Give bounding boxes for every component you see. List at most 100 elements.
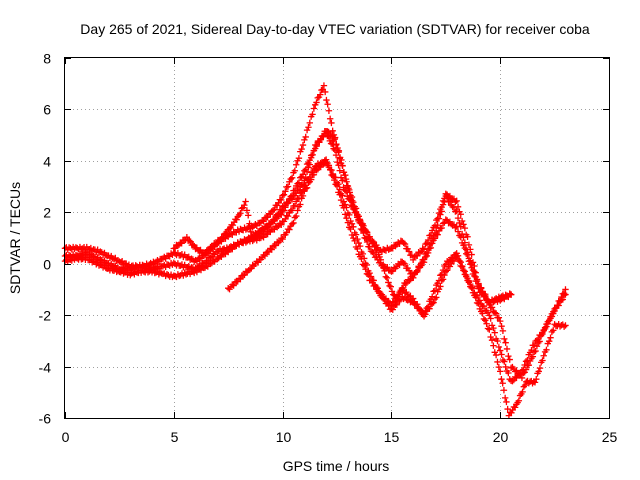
data-point bbox=[430, 232, 437, 239]
data-point bbox=[439, 220, 447, 227]
data-point bbox=[460, 234, 467, 241]
data-point bbox=[380, 264, 387, 272]
data-point bbox=[483, 295, 490, 303]
data-point bbox=[307, 176, 315, 183]
y-tick-label: -2 bbox=[39, 308, 52, 324]
series-track-e bbox=[170, 129, 515, 306]
data-point bbox=[356, 216, 363, 223]
data-point bbox=[306, 119, 313, 127]
data-point bbox=[371, 282, 379, 289]
x-tick-label: 20 bbox=[493, 429, 509, 445]
data-point bbox=[271, 216, 278, 224]
data-point bbox=[360, 222, 367, 230]
data-point bbox=[290, 219, 297, 227]
data-point bbox=[438, 277, 445, 284]
y-tick-label: 0 bbox=[43, 257, 51, 273]
data-point bbox=[273, 223, 281, 231]
data-point bbox=[467, 280, 474, 288]
data-point bbox=[279, 192, 286, 199]
data-point bbox=[465, 241, 473, 249]
data-point bbox=[495, 343, 503, 351]
data-point bbox=[416, 249, 424, 256]
x-tick-label: 25 bbox=[602, 429, 618, 445]
data-point bbox=[531, 379, 539, 386]
data-point bbox=[183, 233, 191, 241]
y-tick-labels: -6 -4 -2 0 2 4 6 8 bbox=[39, 51, 52, 427]
data-point bbox=[278, 196, 285, 204]
data-point bbox=[309, 111, 316, 118]
data-point bbox=[497, 368, 504, 375]
data-point bbox=[260, 218, 267, 225]
data-point bbox=[382, 295, 390, 302]
data-point bbox=[477, 284, 485, 291]
data-point bbox=[233, 216, 240, 223]
data-point bbox=[524, 356, 531, 364]
data-point bbox=[302, 174, 309, 182]
data-point bbox=[464, 233, 471, 240]
data-point bbox=[373, 246, 381, 254]
data-point bbox=[351, 237, 358, 245]
y-axis-label: SDTVAR / TECUs bbox=[7, 182, 23, 294]
data-point bbox=[317, 91, 324, 98]
data-point bbox=[424, 236, 432, 244]
data-point bbox=[547, 334, 554, 341]
data-point bbox=[468, 261, 475, 268]
data-point bbox=[307, 154, 315, 161]
data-point bbox=[241, 201, 248, 209]
data-point bbox=[422, 250, 429, 258]
data-point bbox=[302, 133, 309, 141]
data-point bbox=[439, 276, 447, 283]
data-point bbox=[501, 335, 508, 343]
data-point bbox=[509, 377, 516, 385]
data-point bbox=[288, 196, 296, 203]
data-point bbox=[310, 105, 318, 112]
data-point bbox=[247, 228, 255, 235]
data-point bbox=[517, 371, 524, 378]
data-point bbox=[535, 335, 542, 343]
data-point bbox=[533, 337, 541, 344]
data-point bbox=[491, 309, 498, 316]
data-point bbox=[502, 339, 509, 346]
data-point bbox=[275, 239, 282, 246]
data-point bbox=[396, 291, 403, 298]
data-point bbox=[352, 209, 360, 216]
data-point bbox=[497, 317, 504, 325]
data-point bbox=[469, 284, 477, 292]
data-point bbox=[403, 288, 410, 296]
data-point bbox=[331, 146, 339, 154]
data-point bbox=[313, 167, 320, 174]
data-point bbox=[419, 245, 426, 252]
data-point bbox=[482, 291, 489, 298]
data-point bbox=[518, 367, 526, 374]
axis-ticks bbox=[65, 58, 610, 419]
data-point bbox=[458, 263, 466, 270]
data-point bbox=[297, 201, 304, 208]
data-point bbox=[264, 224, 271, 231]
data-point bbox=[245, 212, 252, 219]
data-point bbox=[207, 260, 214, 268]
data-point bbox=[406, 277, 413, 284]
data-point bbox=[487, 315, 494, 322]
data-point bbox=[334, 158, 341, 166]
data-point bbox=[321, 88, 329, 96]
data-point bbox=[486, 326, 493, 333]
data-point bbox=[322, 129, 330, 137]
data-point bbox=[361, 234, 368, 241]
data-point bbox=[458, 230, 466, 238]
data-point bbox=[418, 307, 425, 314]
data-point bbox=[331, 176, 338, 184]
data-point bbox=[280, 191, 288, 198]
data-point bbox=[288, 174, 296, 181]
data-point bbox=[341, 186, 348, 194]
data-point bbox=[560, 323, 568, 330]
data-point bbox=[354, 212, 361, 219]
data-point bbox=[446, 198, 454, 205]
data-point bbox=[508, 409, 515, 417]
data-point bbox=[336, 191, 343, 198]
data-point bbox=[189, 241, 197, 248]
data-point bbox=[511, 404, 519, 411]
data-point bbox=[471, 268, 478, 275]
data-point bbox=[400, 260, 407, 267]
data-point bbox=[345, 195, 352, 202]
data-point bbox=[363, 270, 371, 278]
